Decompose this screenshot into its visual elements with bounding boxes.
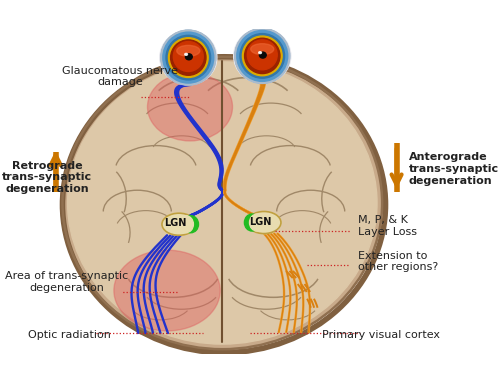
Ellipse shape [186, 54, 192, 60]
Text: Anterograde
trans-synaptic
degeneration: Anterograde trans-synaptic degeneration [408, 152, 498, 186]
Ellipse shape [148, 73, 232, 141]
Text: Extension to
other regions?: Extension to other regions? [358, 251, 438, 272]
Ellipse shape [62, 57, 382, 349]
Text: LGN: LGN [250, 217, 272, 227]
Ellipse shape [234, 29, 291, 83]
Ellipse shape [74, 69, 370, 337]
Text: Area of trans-synaptic
degeneration: Area of trans-synaptic degeneration [5, 271, 128, 293]
Ellipse shape [244, 214, 260, 231]
Ellipse shape [176, 45, 200, 56]
Text: Primary visual cortex: Primary visual cortex [322, 330, 440, 340]
Ellipse shape [162, 213, 196, 235]
Circle shape [161, 30, 216, 85]
Ellipse shape [185, 53, 188, 55]
Text: LGN: LGN [164, 218, 186, 228]
Circle shape [166, 35, 210, 80]
Ellipse shape [178, 216, 194, 233]
Ellipse shape [68, 62, 377, 344]
Circle shape [170, 40, 206, 75]
Circle shape [174, 41, 204, 72]
Circle shape [168, 38, 208, 77]
Text: Glaucomatous nerve
damage: Glaucomatous nerve damage [62, 65, 178, 87]
Text: Retrograde
trans-synaptic
degeneration: Retrograde trans-synaptic degeneration [2, 161, 92, 194]
Ellipse shape [183, 216, 198, 233]
Text: Optic radiation: Optic radiation [28, 330, 110, 340]
Text: M, P, & K
Layer Loss: M, P, & K Layer Loss [358, 215, 418, 237]
Circle shape [248, 40, 277, 70]
Ellipse shape [114, 250, 220, 331]
Ellipse shape [81, 75, 364, 331]
Circle shape [244, 38, 280, 74]
Ellipse shape [260, 52, 266, 58]
Ellipse shape [160, 30, 217, 85]
Circle shape [242, 36, 282, 76]
Ellipse shape [247, 211, 281, 234]
Ellipse shape [250, 214, 265, 231]
Ellipse shape [250, 44, 274, 54]
Circle shape [240, 34, 284, 78]
Ellipse shape [258, 52, 262, 54]
Circle shape [235, 29, 290, 83]
